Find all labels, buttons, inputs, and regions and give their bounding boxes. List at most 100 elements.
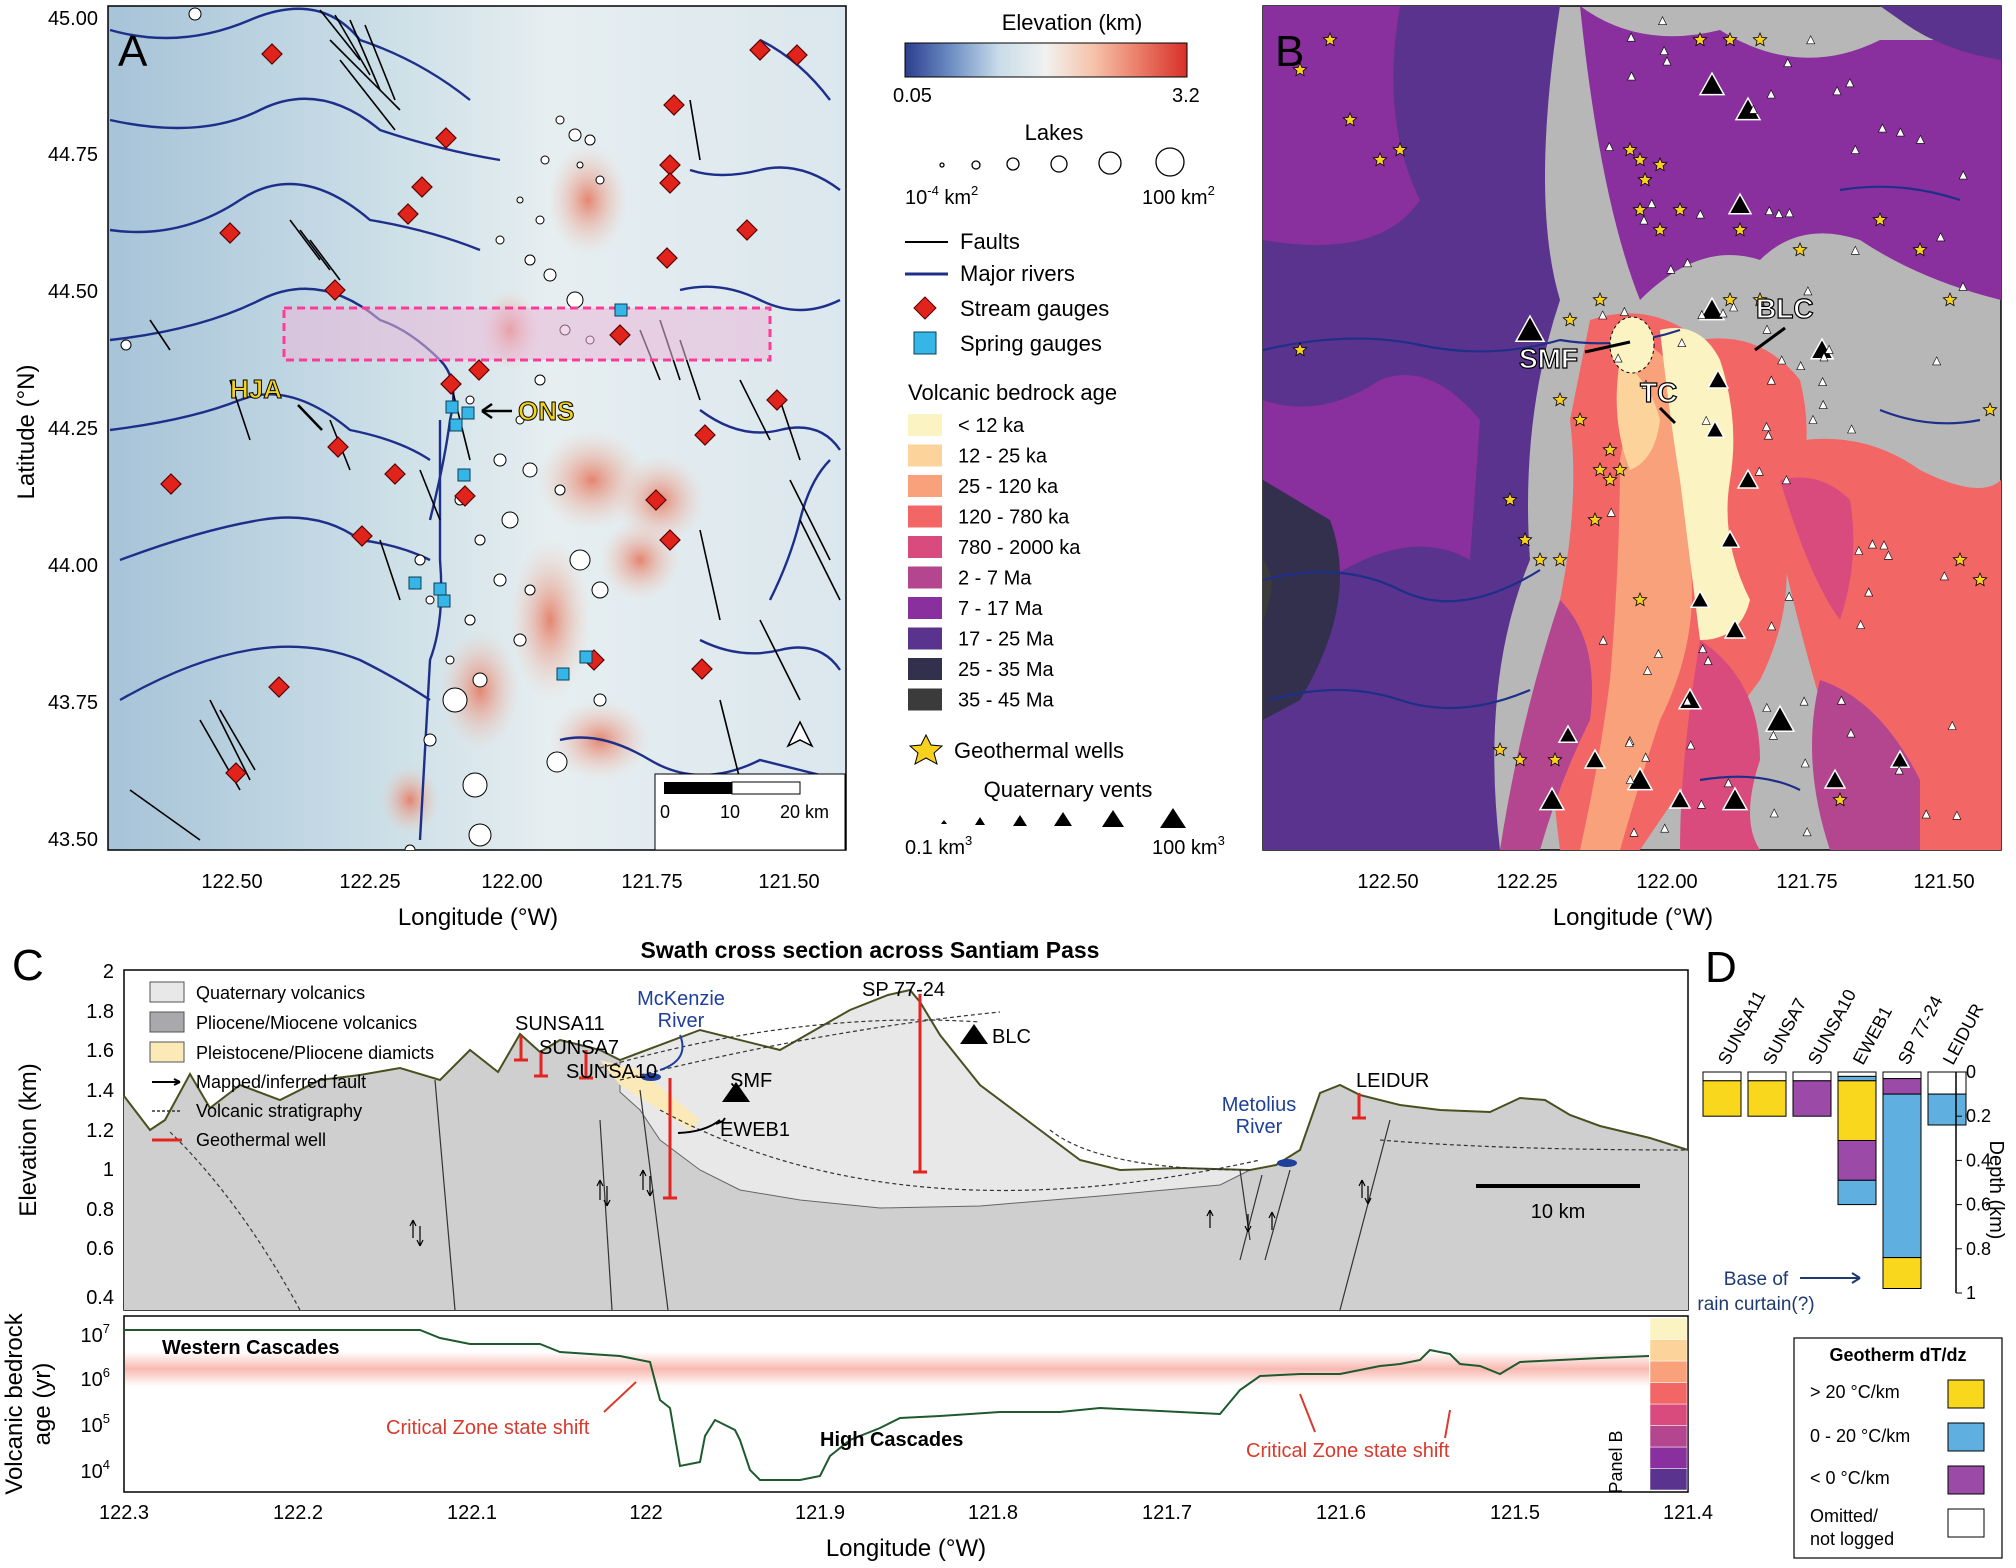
ytick: 1.2 (86, 1120, 114, 1142)
vent-icon (1639, 215, 1649, 225)
vent-icon (1767, 621, 1776, 631)
vent-icon (1696, 799, 1706, 809)
star-icon (1572, 411, 1588, 427)
vents-title: Quaternary vents (984, 777, 1153, 802)
spring-gauges-label: Spring gauges (960, 331, 1102, 356)
age-swatch (908, 505, 942, 528)
age-label: 12 - 25 ka (958, 446, 1048, 468)
age-label: < 12 ka (958, 415, 1025, 437)
cross-section-panel-c: C Swath cross section across Santiam Pas… (1, 937, 1713, 1562)
scalebar-10: 10 (720, 802, 740, 822)
depth-tick-label: 0.2 (1966, 1106, 1991, 1126)
map-a-xaxis: 122.50 122.25 122.00 121.75 121.50 (201, 871, 819, 893)
section-ylabel: Elevation (km) (15, 1063, 42, 1216)
ytick: 0.8 (86, 1199, 114, 1221)
vent-icon (1629, 827, 1639, 837)
xtick: 122.25 (1496, 871, 1557, 893)
vent-icon (1867, 539, 1877, 549)
star-icon (1392, 141, 1408, 157)
vent-icon (1847, 424, 1857, 434)
star-icon (1602, 441, 1618, 457)
geothermal-wells-label: Geothermal wells (954, 738, 1124, 763)
mckenzie-arrow (659, 1034, 684, 1071)
vent-icon (1774, 208, 1784, 218)
panel-b-strip-label: Panel B (1606, 1430, 1626, 1493)
ons-label: ONS (518, 396, 574, 426)
star-icon (1562, 311, 1578, 327)
label-smf: SMF (730, 1070, 772, 1092)
xtick: 122.00 (1636, 871, 1697, 893)
vent-icon (1653, 649, 1663, 658)
vent-icon (1624, 737, 1634, 747)
label-mckenzie-river: River (658, 1010, 705, 1032)
xtick: 122 (629, 1502, 662, 1524)
vent-icon (1647, 198, 1657, 208)
star-icon (1632, 201, 1648, 217)
xtick: 122.50 (1357, 871, 1418, 893)
xtick: 121.50 (1913, 871, 1974, 893)
vent-icon (1666, 264, 1676, 274)
label-mckenzie: McKenzie (637, 988, 725, 1010)
star-icon (1832, 791, 1848, 807)
label-sp: SP 77-24 (862, 979, 945, 1001)
bar-segment (1702, 1080, 1742, 1117)
swath-box (282, 306, 772, 362)
age-label: 17 - 25 Ma (958, 629, 1054, 651)
smf-arrow (1584, 340, 1631, 354)
vent-icon (1800, 758, 1810, 768)
label-sunsa11: SUNSA11 (515, 1013, 605, 1035)
ytick: 107 (81, 1321, 110, 1347)
age-strip-cell (1649, 1468, 1688, 1491)
depth-tick-label: 1 (1966, 1283, 1976, 1303)
vent-icon (1598, 635, 1608, 645)
scalebar-a: 0 10 20 km (654, 773, 846, 851)
north-arrow-icon (786, 720, 814, 748)
vent-icon (1958, 170, 1968, 180)
vent-icon (1762, 324, 1772, 334)
xtick: 122.50 (201, 871, 262, 893)
vent-icon (1729, 302, 1739, 312)
bar-segment (1792, 1080, 1832, 1117)
vent-icon (1643, 665, 1652, 675)
critical-zone-band (125, 1352, 1649, 1386)
panel-label-d: D (1705, 943, 1737, 992)
depth-axis-label: Depth (km) (1985, 1141, 2007, 1240)
age-strip-cell (1649, 1317, 1688, 1340)
legend-omitted-2: not logged (1810, 1529, 1894, 1549)
bar-segment (1837, 1080, 1877, 1142)
eweb1-arrow (677, 1117, 726, 1134)
section-scalebar: 10 km (1476, 1184, 1640, 1223)
lake-size-symbols (939, 147, 1185, 177)
vent-icon (1883, 550, 1893, 560)
vent-icon (1808, 414, 1818, 424)
section-legend: Quaternary volcanics Pliocene/Miocene vo… (149, 981, 434, 1150)
scalebar-20: 20 km (780, 802, 829, 822)
xtick: 121.75 (1776, 871, 1837, 893)
vent-icon (1538, 786, 1566, 811)
bar-segment (1747, 1080, 1787, 1117)
age-strip-cell (1649, 1446, 1688, 1469)
star-icon (1292, 61, 1308, 77)
ytick: 106 (81, 1365, 110, 1391)
lakes-title: Lakes (1025, 120, 1084, 145)
age-label: 25 - 35 Ma (958, 659, 1054, 681)
panel-label-a: A (118, 27, 148, 76)
vent-icon (1768, 730, 1778, 740)
vent-icon (1823, 768, 1847, 789)
vent-icon (1736, 468, 1760, 489)
vent-icon (1850, 144, 1860, 154)
age-strip-cell (1649, 1360, 1688, 1383)
vent-icon (1641, 752, 1651, 762)
shift-arrow-1 (603, 1381, 637, 1413)
ytick: 44.00 (48, 555, 98, 577)
legend-gt20: > 20 °C/km (1810, 1382, 1900, 1402)
vent-icon (1781, 475, 1791, 485)
vent-icon (1799, 696, 1809, 706)
age-swatch (908, 566, 942, 589)
bar-segment (1927, 1093, 1967, 1126)
lakes-max-label: 100 km2 (1142, 183, 1215, 209)
smf-label: SMF (1519, 343, 1578, 374)
